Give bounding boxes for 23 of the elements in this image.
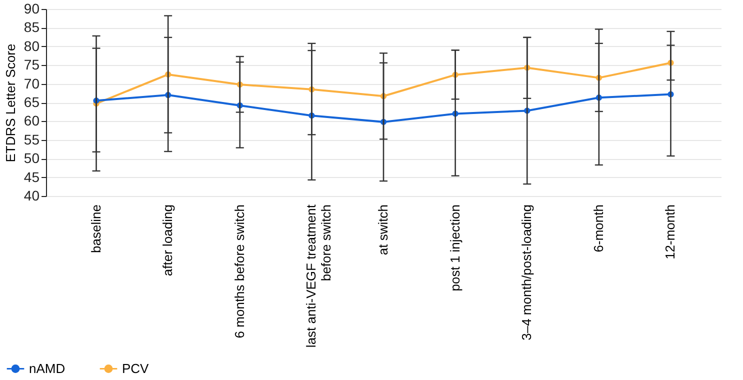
y-tick-label: 75 — [24, 56, 40, 73]
y-tick-label: 90 — [24, 0, 40, 16]
legend-label: PCV — [122, 360, 150, 376]
x-tick-label: 6-month — [590, 204, 606, 252]
y-tick-label: 50 — [24, 150, 40, 166]
y-tick-label: 65 — [24, 94, 40, 110]
x-tick-label: after loading — [160, 204, 176, 276]
x-tick-label: 12-month — [662, 204, 678, 260]
y-tick-label: 85 — [24, 19, 40, 36]
x-tick-label: 6 months before switch — [232, 204, 247, 338]
x-tick-label: at switch — [376, 204, 390, 256]
y-tick-label: 55 — [24, 131, 40, 148]
y-tick-label: 40 — [24, 188, 40, 204]
y-axis-title: ETDRS Letter Score — [2, 44, 18, 162]
y-tick-label: 80 — [24, 38, 40, 54]
y-tick-label: 60 — [24, 112, 40, 129]
y-tick-label: 70 — [24, 75, 40, 92]
x-tick-label: post 1 injection — [447, 204, 462, 292]
x-tick-label: baseline — [88, 204, 104, 253]
legend-label: nAMD — [29, 360, 66, 376]
x-tick-label: 3–4 month/post-loading — [519, 204, 534, 340]
y-tick-label: 45 — [24, 168, 40, 185]
x-tick-label: last anti-VEGF treatment before switch — [304, 204, 334, 348]
